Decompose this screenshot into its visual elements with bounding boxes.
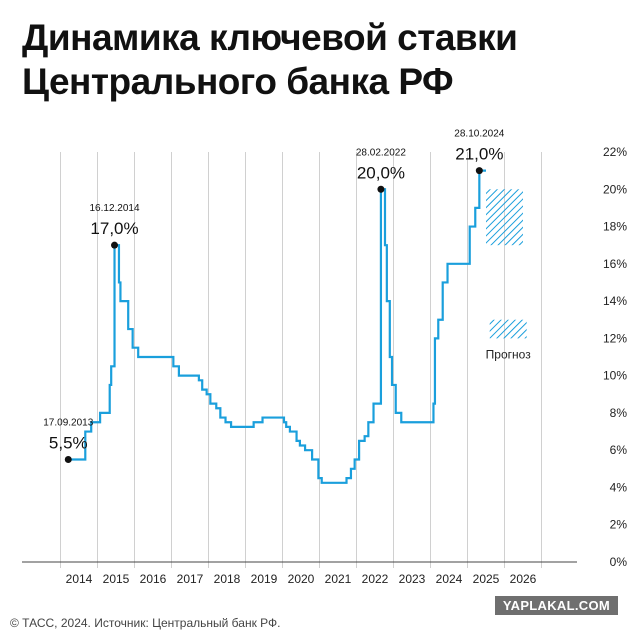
- annotation-value: 20,0%: [357, 163, 405, 182]
- x-tick-label: 2024: [436, 572, 463, 586]
- y-axis-ticks: 0% 2% 4% 6% 8% 10% 12% 14% 16% 18% 20% 22%: [603, 145, 627, 569]
- y-tick-label: 8%: [610, 406, 628, 420]
- annotation-dot: [475, 167, 483, 175]
- annotation-value: 21,0%: [455, 145, 503, 164]
- y-tick-label: 14%: [603, 294, 627, 308]
- watermark: YAPLAKAL.COM: [494, 596, 618, 615]
- annotation-dot: [111, 241, 119, 249]
- y-tick-label: 0%: [610, 555, 628, 569]
- x-tick-label: 2018: [214, 572, 241, 586]
- annotation-dot: [377, 185, 385, 193]
- y-tick-label: 16%: [603, 257, 627, 271]
- source-footer: © ТАСС, 2024. Источник: Центральный банк…: [10, 616, 281, 630]
- title-line-1: Динамика ключевой ставки: [22, 17, 518, 58]
- y-tick-label: 4%: [610, 480, 628, 494]
- annotation-date: 17.09.2013: [43, 418, 93, 429]
- forecast-areas: Прогноз: [486, 189, 532, 361]
- x-tick-label: 2016: [140, 572, 167, 586]
- x-tick-label: 2023: [399, 572, 426, 586]
- annotation-date: 28.02.2022: [356, 147, 406, 158]
- title-line-2: Центрального банка РФ: [22, 61, 454, 102]
- annotations: 17.09.2013 5,5% 16.12.2014 17,0% 28.02.2022 2…: [43, 129, 505, 463]
- annotation-value: 17,0%: [90, 219, 138, 238]
- x-tick-label: 2022: [362, 572, 389, 586]
- annotation-date: 28.10.2024: [454, 129, 504, 140]
- y-tick-label: 20%: [603, 182, 627, 196]
- annotation-date: 16.12.2014: [89, 203, 139, 214]
- y-tick-label: 12%: [603, 331, 627, 345]
- x-tick-label: 2017: [177, 572, 204, 586]
- chart-title: Динамика ключевой ставки Центрального ба…: [22, 16, 518, 104]
- y-tick-label: 22%: [603, 145, 627, 159]
- key-rate-line: [68, 169, 486, 484]
- x-tick-label: 2026: [510, 572, 537, 586]
- grid: [22, 152, 577, 568]
- x-tick-label: 2020: [288, 572, 315, 586]
- series: [68, 169, 486, 484]
- y-tick-label: 6%: [610, 443, 628, 457]
- forecast-range: [486, 189, 523, 246]
- forecast-range: [489, 319, 527, 339]
- annotation-dot: [64, 456, 72, 463]
- x-tick-label: 2025: [473, 572, 500, 586]
- x-tick-label: 2015: [103, 572, 130, 586]
- x-tick-label: 2021: [325, 572, 352, 586]
- x-tick-label: 2014: [66, 572, 93, 586]
- y-tick-label: 10%: [603, 369, 627, 383]
- forecast-label: Прогноз: [486, 347, 532, 361]
- x-tick-label: 2019: [251, 572, 278, 586]
- annotation-value: 5,5%: [49, 434, 88, 453]
- y-tick-label: 18%: [603, 220, 627, 234]
- x-axis-ticks: 2014 2015 2016 2017 2018 2019 2020 2021 2022 2023…: [66, 572, 537, 586]
- y-tick-label: 2%: [610, 518, 628, 532]
